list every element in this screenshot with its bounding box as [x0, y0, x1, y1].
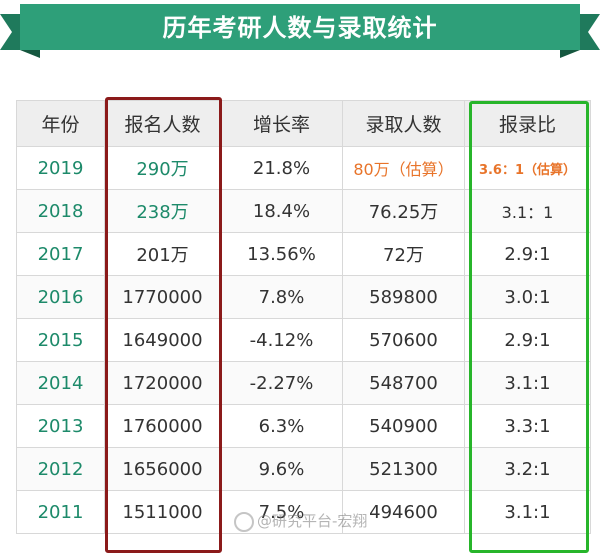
year-cell: 2012	[16, 447, 105, 491]
growth-cell: 21.8%	[220, 146, 343, 190]
header-admitted: 录取人数	[342, 100, 465, 147]
applicants-cell: 1649000	[104, 318, 221, 362]
applicants-cell: 201万	[104, 232, 221, 276]
ratio-cell: 3.6：1（估算）	[464, 146, 591, 190]
weibo-icon	[234, 511, 254, 532]
year-cell: 2014	[16, 361, 105, 405]
growth-cell: 7.8%	[220, 275, 343, 319]
growth-cell: 18.4%	[220, 189, 343, 233]
ratio-cell: 3.1:1	[464, 490, 591, 534]
ribbon-shape	[0, 4, 600, 58]
applicants-cell: 1760000	[104, 404, 221, 448]
table-row: 2018 238万 18.4% 76.25万 3.1：1	[16, 189, 591, 233]
header-ratio: 报录比	[464, 100, 591, 147]
growth-cell: -2.27%	[220, 361, 343, 405]
admitted-cell: 76.25万	[342, 189, 465, 233]
applicants-cell: 238万	[104, 189, 221, 233]
year-cell: 2019	[16, 146, 105, 190]
admitted-cell: 570600	[342, 318, 465, 362]
table-row: 2017 201万 13.56% 72万 2.9:1	[16, 232, 591, 276]
admitted-cell: 80万（估算）	[342, 146, 465, 190]
admitted-cell: 72万	[342, 232, 465, 276]
applicants-cell: 1720000	[104, 361, 221, 405]
applicants-cell: 1770000	[104, 275, 221, 319]
year-cell: 2016	[16, 275, 105, 319]
growth-cell: 9.6%	[220, 447, 343, 491]
year-cell: 2015	[16, 318, 105, 362]
ratio-cell: 3.0:1	[464, 275, 591, 319]
title-banner: 历年考研人数与录取统计	[0, 0, 600, 62]
year-cell: 2017	[16, 232, 105, 276]
admitted-cell: 548700	[342, 361, 465, 405]
table-row: 2019 290万 21.8% 80万（估算） 3.6：1（估算）	[16, 146, 591, 190]
ratio-cell: 3.1：1	[464, 189, 591, 233]
ratio-cell: 3.1:1	[464, 361, 591, 405]
header-growth: 增长率	[220, 100, 343, 147]
table-row: 2013 1760000 6.3% 540900 3.3:1	[16, 404, 591, 448]
ratio-cell: 2.9:1	[464, 318, 591, 362]
header-year: 年份	[16, 100, 105, 147]
growth-cell: 6.3%	[220, 404, 343, 448]
header-applicants: 报名人数	[104, 100, 221, 147]
admitted-cell: 589800	[342, 275, 465, 319]
table-row: 2014 1720000 -2.27% 548700 3.1:1	[16, 361, 591, 405]
year-cell: 2013	[16, 404, 105, 448]
watermark: @研究平台-宏翔	[234, 509, 367, 533]
ratio-cell: 3.2:1	[464, 447, 591, 491]
ratio-cell: 2.9:1	[464, 232, 591, 276]
table-row: 2011 1511000 7.5% 494600 3.1:1	[16, 490, 591, 534]
table-row: 2012 1656000 9.6% 521300 3.2:1	[16, 447, 591, 491]
table-header-row: 年份 报名人数 增长率 录取人数 报录比	[16, 100, 591, 147]
page-title: 历年考研人数与录取统计	[162, 14, 438, 42]
growth-cell: 13.56%	[220, 232, 343, 276]
admitted-cell: 521300	[342, 447, 465, 491]
applicants-cell: 1656000	[104, 447, 221, 491]
ratio-cell: 3.3:1	[464, 404, 591, 448]
applicants-cell: 290万	[104, 146, 221, 190]
table-row: 2015 1649000 -4.12% 570600 2.9:1	[16, 318, 591, 362]
year-cell: 2011	[16, 490, 105, 534]
growth-cell: -4.12%	[220, 318, 343, 362]
admitted-cell: 494600	[342, 490, 465, 534]
applicants-cell: 1511000	[104, 490, 221, 534]
admitted-cell: 540900	[342, 404, 465, 448]
stats-table: 年份 报名人数 增长率 录取人数 报录比 2019 290万 21.8% 80万…	[16, 100, 591, 534]
year-cell: 2018	[16, 189, 105, 233]
table-row: 2016 1770000 7.8% 589800 3.0:1	[16, 275, 591, 319]
watermark-text: @研究平台-宏翔	[257, 512, 368, 530]
